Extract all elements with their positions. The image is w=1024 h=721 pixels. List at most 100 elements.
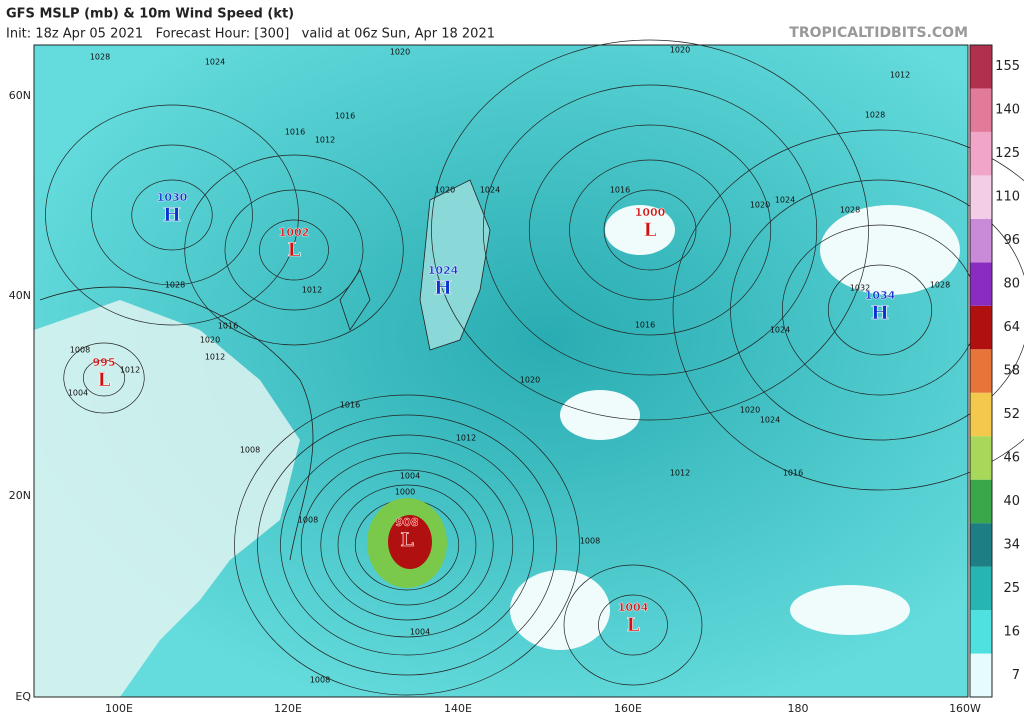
isobar-label: 1012 <box>890 71 910 80</box>
isobar-label: 1020 <box>390 48 410 57</box>
isobar-label: 1008 <box>70 346 90 355</box>
isobar-label: 1016 <box>610 186 630 195</box>
isobar-label: 1016 <box>340 401 360 410</box>
isobar-label: 1012 <box>302 286 322 295</box>
title: GFS MSLP (mb) & 10m Wind Speed (kt) <box>6 7 294 22</box>
isobar-label: 1024 <box>775 196 795 205</box>
isobar-label: 1008 <box>580 537 600 546</box>
colorbar-label: 64 <box>1003 320 1020 335</box>
isobar-label: 1012 <box>120 366 140 375</box>
colorbar-segment <box>970 480 992 523</box>
isobar-label: 1016 <box>783 469 803 478</box>
isobar-label: 1028 <box>165 281 185 290</box>
isobar-label: 1012 <box>456 434 476 443</box>
colorbar-segment <box>970 567 992 610</box>
colorbar-label: 34 <box>1003 537 1020 552</box>
calm-area <box>510 570 610 650</box>
isobar-label: 1028 <box>865 111 885 120</box>
isobar-label: 1012 <box>205 353 225 362</box>
lon-label: 140E <box>444 702 472 715</box>
center-pressure: 1004 <box>618 601 649 614</box>
lon-label: 120E <box>274 702 302 715</box>
center-letter: H <box>163 204 181 226</box>
isobar-label: 1024 <box>760 416 780 425</box>
isobar-label: 1028 <box>840 206 860 215</box>
lat-label: 40N <box>9 289 31 302</box>
isobar-label: 1008 <box>240 446 260 455</box>
calm-area <box>790 585 910 635</box>
isobar-label: 1020 <box>740 406 760 415</box>
isobar-label: 1012 <box>670 469 690 478</box>
center-letter: H <box>434 277 452 299</box>
center-letter: L <box>626 614 639 636</box>
colorbar-label: 52 <box>1003 407 1020 422</box>
isobar-label: 1024 <box>770 326 790 335</box>
isobar-label: 1016 <box>218 322 238 331</box>
lon-label: 160W <box>949 702 981 715</box>
colorbar-segment <box>970 306 992 349</box>
colorbar-segment <box>970 610 992 653</box>
isobar-label: 1016 <box>635 321 655 330</box>
center-pressure: 1002 <box>279 226 310 239</box>
colorbar-label: 25 <box>1003 581 1020 596</box>
isobar-label: 1020 <box>750 201 770 210</box>
isobar-label: 1016 <box>285 128 305 137</box>
isobar-label: 1020 <box>670 46 690 55</box>
colorbar-label: 96 <box>1003 233 1020 248</box>
colorbar-segment <box>970 132 992 175</box>
isobar-label: 1012 <box>315 136 335 145</box>
colorbar-segment <box>970 88 992 131</box>
colorbar-label: 40 <box>1003 494 1020 509</box>
subtitle: Init: 18z Apr 05 2021 Forecast Hour: [30… <box>6 27 495 42</box>
colorbar-segment <box>970 654 992 697</box>
lon-label: 100E <box>105 702 133 715</box>
isobar-label: 1008 <box>310 676 330 685</box>
center-letter: L <box>97 369 110 391</box>
colorbar-segment <box>970 219 992 262</box>
isobar-label: 1020 <box>520 376 540 385</box>
isobar-label: 1028 <box>930 281 950 290</box>
center-pressure: 995 <box>93 356 116 369</box>
isobar-label: 1008 <box>298 516 318 525</box>
isobar-label: 1020 <box>200 336 220 345</box>
lon-label: 180 <box>788 702 809 715</box>
center-pressure: 1000 <box>635 206 666 219</box>
isobar-label: 1020 <box>435 186 455 195</box>
colorbar-segment <box>970 45 992 88</box>
watermark: TROPICALTIDBITS.COM <box>789 25 968 41</box>
colorbar-segment <box>970 349 992 392</box>
colorbar-segment <box>970 436 992 479</box>
isobar-label: 1004 <box>410 628 430 637</box>
colorbar-label: 58 <box>1003 364 1020 379</box>
center-letter: L <box>643 219 656 241</box>
center-pressure: 1030 <box>157 191 188 204</box>
center-letter: L <box>400 529 413 551</box>
center-letter: H <box>871 302 889 324</box>
lat-label: EQ <box>15 690 31 703</box>
lat-label: 60N <box>9 89 31 102</box>
isobar-label: 1004 <box>68 389 88 398</box>
lat-label: 20N <box>9 489 31 502</box>
colorbar-label: 16 <box>1003 624 1020 639</box>
colorbar-segment <box>970 262 992 305</box>
colorbar-label: 110 <box>995 190 1020 205</box>
isobar-label: 1016 <box>335 112 355 121</box>
colorbar-segment <box>970 523 992 566</box>
colorbar-label: 140 <box>995 103 1020 118</box>
colorbar-label: 46 <box>1003 450 1020 465</box>
isobar-label: 1032 <box>850 284 870 293</box>
isobar-label: 1028 <box>90 53 110 62</box>
center-letter: L <box>287 239 300 261</box>
center-pressure: 1024 <box>428 264 459 277</box>
colorbar-label: 125 <box>995 146 1020 161</box>
isobar-label: 1024 <box>480 186 500 195</box>
isobar-label: 1000 <box>395 488 415 497</box>
center-pressure: 908 <box>396 516 419 529</box>
colorbar-label: 7 <box>1012 668 1020 683</box>
isobar-label: 1004 <box>400 472 420 481</box>
map <box>34 40 1024 697</box>
lon-label: 160E <box>614 702 642 715</box>
isobar-label: 1024 <box>205 58 225 67</box>
colorbar-label: 155 <box>995 59 1020 74</box>
